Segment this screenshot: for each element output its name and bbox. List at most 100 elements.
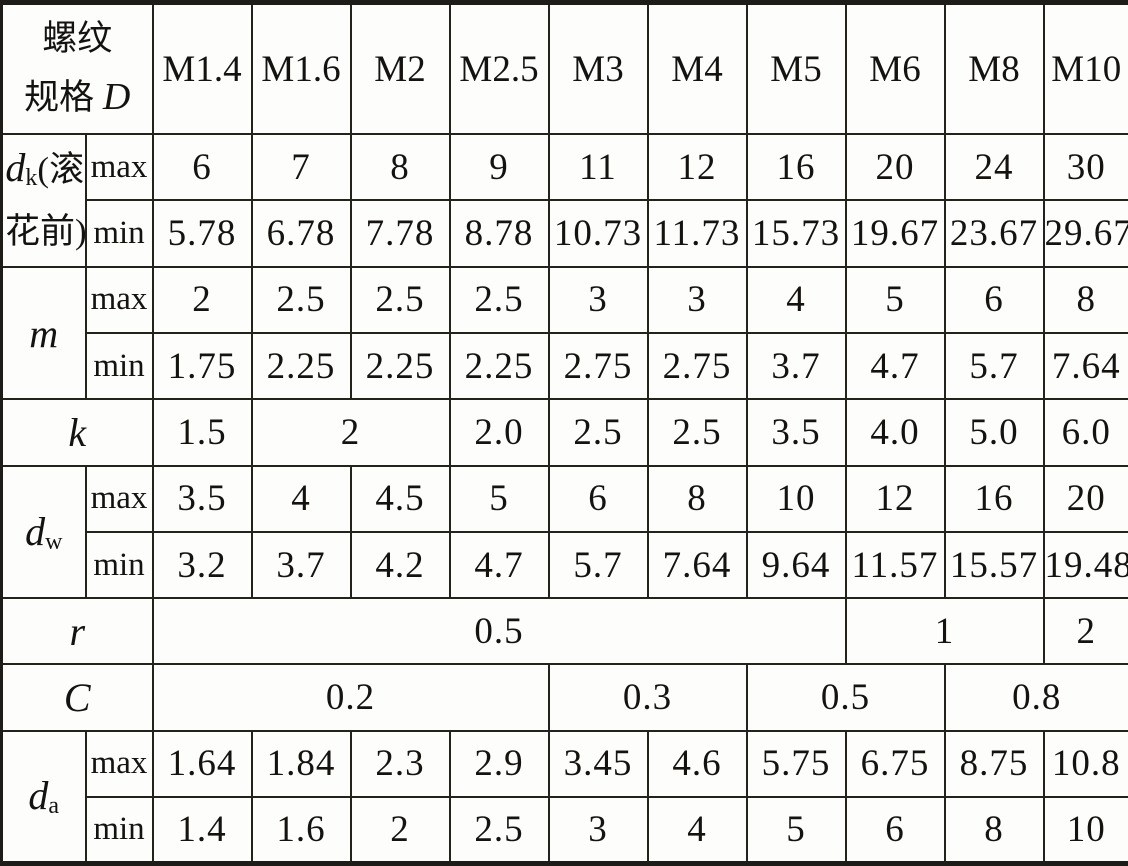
- column-header-m3: M3: [547, 1, 649, 136]
- dw-symbol: d: [25, 508, 46, 554]
- value-cell: 5: [844, 265, 946, 335]
- dw-subscript: w: [45, 528, 63, 555]
- value-cell: 2: [151, 265, 253, 335]
- value-cell: 3.45: [547, 729, 649, 799]
- value-cell: 5.7: [943, 331, 1045, 401]
- value-cell: 1.6: [250, 796, 352, 865]
- value-cell: 11: [547, 133, 649, 202]
- value-cell: 3: [547, 796, 649, 865]
- value-cell: 4.5: [349, 464, 451, 533]
- column-header-m5: M5: [745, 1, 847, 136]
- value-cell: 6: [943, 265, 1045, 335]
- value-cell: 24: [943, 133, 1045, 202]
- r-symbol: r: [69, 608, 86, 654]
- m-symbol: m: [29, 310, 59, 356]
- row-label-c: C: [0, 663, 154, 732]
- value-cell: 2.5: [448, 265, 550, 335]
- value-cell: 6.0: [1042, 398, 1128, 467]
- value-cell: 2.5: [250, 265, 352, 335]
- value-cell: 4.2: [349, 530, 451, 600]
- value-cell: 19.67: [844, 199, 946, 268]
- row-m-max: m max 2 2.5 2.5 2.5 3 3 4 5 6 8: [0, 265, 1128, 401]
- corner-line2-cjk: 规格: [24, 77, 103, 117]
- value-cell: 5: [448, 464, 550, 533]
- value-cell: 2.5: [349, 265, 451, 335]
- column-header-m10: M10: [1042, 1, 1128, 136]
- row-dk-min: min 5.78 6.78 7.78 8.78 10.73 11.73 15.7…: [2, 199, 1128, 268]
- value-cell: 2: [1042, 597, 1128, 666]
- value-cell: 3.7: [250, 530, 352, 600]
- value-cell: 8.75: [943, 729, 1045, 799]
- value-cell: 3: [646, 265, 748, 335]
- column-header-m8: M8: [943, 1, 1045, 136]
- value-cell: 8: [349, 133, 451, 202]
- corner-line1: 螺纹: [42, 18, 113, 58]
- sub-label-max: max: [84, 464, 154, 533]
- value-cell: 12: [844, 464, 946, 533]
- value-cell: 6.78: [250, 199, 352, 268]
- value-cell: 3.7: [745, 331, 847, 401]
- value-cell: 3.5: [151, 464, 253, 533]
- row-c: C 0.2 0.3 0.5 0.8: [0, 663, 1128, 732]
- value-cell: 3: [547, 265, 649, 335]
- row-dw-max: dw max 3.5 4 4.5 5 6 8 10 12 16 20: [0, 464, 1128, 600]
- value-cell: 10: [745, 464, 847, 533]
- sub-label-max: max: [84, 729, 154, 799]
- row-label-k: k: [0, 398, 154, 467]
- value-cell: 7.78: [349, 199, 451, 268]
- corner-cell-thread-spec: 螺纹 规格 D: [0, 1, 154, 136]
- k-symbol: k: [68, 409, 87, 455]
- value-cell: 5.7: [547, 530, 649, 600]
- row-dk-max: dk(滚 花前) max 6 7 8 9 11 12 16 20 24 30: [0, 133, 1128, 268]
- sub-label-min: min: [84, 796, 154, 865]
- row-da-min: min 1.4 1.6 2 2.5 3 4 5 6 8 10: [2, 796, 1128, 865]
- row-label-r: r: [0, 597, 154, 666]
- value-cell: 2.3: [349, 729, 451, 799]
- column-header-m1-4: M1.4: [151, 1, 253, 136]
- value-cell: 8: [646, 464, 748, 533]
- value-cell: 4.6: [646, 729, 748, 799]
- value-cell: 10.73: [547, 199, 649, 268]
- value-cell: 15.73: [745, 199, 847, 268]
- value-cell: 6: [151, 133, 253, 202]
- value-cell: 15.57: [943, 530, 1045, 600]
- value-cell: 4: [646, 796, 748, 865]
- value-cell: 6.75: [844, 729, 946, 799]
- header-row: 螺纹 规格 D M1.4 M1.6 M2 M2.5 M3 M4 M5 M6 M8…: [0, 1, 1128, 136]
- value-cell: 4.7: [844, 331, 946, 401]
- value-cell: 30: [1042, 133, 1128, 202]
- value-cell-span2: 0.3: [547, 663, 748, 732]
- value-cell: 4.0: [844, 398, 946, 467]
- value-cell-span2: 2: [250, 398, 451, 467]
- value-cell: 29.67: [1042, 199, 1128, 268]
- row-m-min: min 1.75 2.25 2.25 2.25 2.75 2.75 3.7 4.…: [2, 331, 1128, 401]
- value-cell: 2.25: [448, 331, 550, 401]
- column-header-m4: M4: [646, 1, 748, 136]
- row-r: r 0.5 1 2: [0, 597, 1128, 666]
- da-symbol: d: [28, 773, 49, 819]
- value-cell: 3.5: [745, 398, 847, 467]
- value-cell: 2.0: [448, 398, 550, 467]
- value-cell: 6: [844, 796, 946, 865]
- dk-symbol: d: [5, 145, 26, 191]
- value-cell: 5.0: [943, 398, 1045, 467]
- column-header-m2-5: M2.5: [448, 1, 550, 136]
- value-cell: 11.57: [844, 530, 946, 600]
- dk-subscript: k: [25, 165, 38, 192]
- value-cell: 8: [1042, 265, 1128, 335]
- column-header-m6: M6: [844, 1, 946, 136]
- corner-var-D: D: [102, 75, 131, 118]
- value-cell: 9.64: [745, 530, 847, 600]
- dk-note-line1: (滚: [37, 150, 85, 190]
- value-cell: 10: [1042, 796, 1128, 865]
- value-cell: 23.67: [943, 199, 1045, 268]
- value-cell: 20: [1042, 464, 1128, 533]
- value-cell: 5.75: [745, 729, 847, 799]
- sub-label-max: max: [84, 265, 154, 335]
- column-header-m2: M2: [349, 1, 451, 136]
- value-cell: 2.5: [448, 796, 550, 865]
- value-cell: 7.64: [1042, 331, 1128, 401]
- value-cell-span2: 1: [844, 597, 1045, 666]
- value-cell: 2: [349, 796, 451, 865]
